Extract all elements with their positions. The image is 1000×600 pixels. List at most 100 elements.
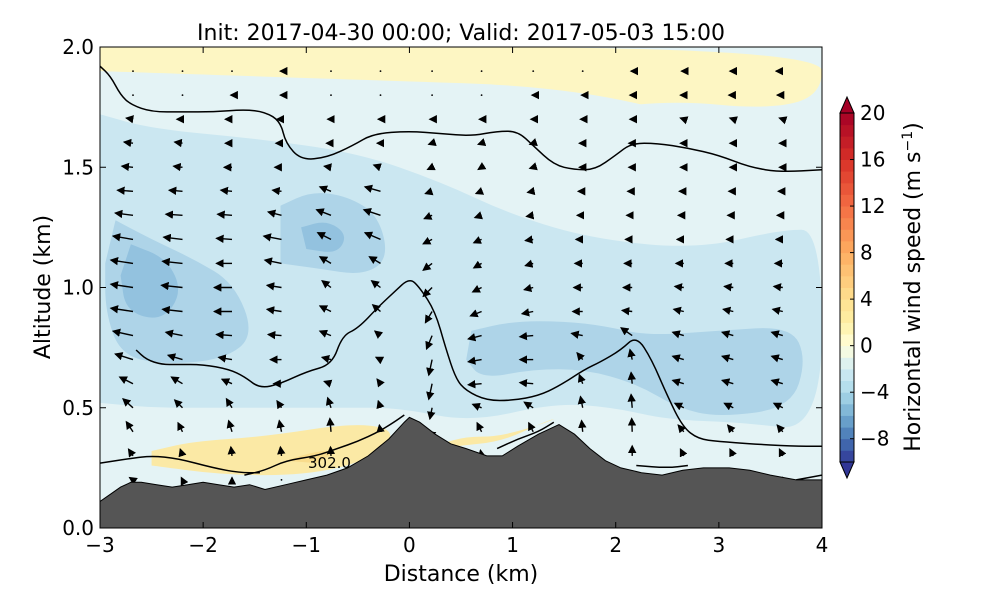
y-tick-label: 0.5 bbox=[62, 396, 94, 420]
wind-vector bbox=[323, 379, 333, 388]
colorbar-segment bbox=[840, 403, 854, 416]
wind-vector bbox=[672, 306, 684, 315]
wind-vector bbox=[469, 309, 482, 318]
wind-vector bbox=[373, 330, 384, 339]
wind-vector bbox=[467, 380, 482, 389]
x-tick-label: 3 bbox=[712, 533, 725, 557]
wind-vector bbox=[362, 208, 381, 216]
wind-vector bbox=[723, 283, 734, 292]
wind-vector bbox=[476, 421, 485, 433]
wind-vector bbox=[372, 163, 382, 172]
isentrope-line bbox=[100, 455, 260, 474]
wind-vector bbox=[474, 187, 485, 195]
wind-vector bbox=[728, 116, 738, 125]
wind-vector bbox=[523, 401, 534, 410]
wind-vector bbox=[122, 138, 134, 148]
wind-vector bbox=[315, 208, 332, 217]
wind-vector bbox=[330, 94, 332, 96]
isentrope-line bbox=[496, 421, 555, 450]
colorbar-tick-label: 20 bbox=[860, 101, 885, 125]
wind-vector bbox=[125, 115, 134, 124]
wind-vector bbox=[679, 448, 688, 458]
wind-vector bbox=[320, 355, 332, 364]
colorbar-label-exponent: −1 bbox=[900, 131, 916, 152]
wind-vector bbox=[262, 233, 282, 242]
wind-vector bbox=[277, 445, 286, 456]
isentrope-line bbox=[636, 464, 688, 469]
colorbar-segment bbox=[840, 392, 854, 405]
wind-vector bbox=[368, 256, 381, 265]
colorbar-segment bbox=[840, 310, 854, 323]
colorbar-segment bbox=[840, 415, 854, 428]
wind-vector bbox=[370, 280, 381, 289]
wind-vector bbox=[472, 260, 483, 269]
colorbar-segment bbox=[840, 136, 854, 149]
plot-area bbox=[100, 47, 822, 528]
wind-vector bbox=[778, 448, 787, 458]
wind-vector bbox=[164, 329, 183, 338]
wind-vector bbox=[722, 306, 734, 315]
wind-vector bbox=[477, 162, 487, 171]
wind-vector bbox=[263, 257, 282, 266]
colorbar-segment bbox=[840, 264, 854, 277]
wind-vector bbox=[127, 448, 136, 458]
wind-vector bbox=[729, 448, 737, 458]
wind-vector bbox=[122, 397, 134, 409]
wind-vector bbox=[114, 209, 134, 219]
isentrope-line bbox=[100, 65, 822, 173]
wind-vector bbox=[132, 70, 134, 72]
wind-vector bbox=[225, 397, 234, 409]
wind-vector bbox=[330, 70, 332, 72]
wind-vector bbox=[220, 378, 233, 386]
wind-vector bbox=[423, 211, 433, 220]
wind-vector bbox=[524, 235, 534, 244]
wind-vector bbox=[231, 70, 233, 72]
colorbar-tick-label: 8 bbox=[860, 241, 873, 265]
colorbar-segment bbox=[840, 357, 854, 370]
wind-vector bbox=[770, 354, 784, 363]
wind-vector bbox=[363, 231, 381, 241]
wind-vector bbox=[776, 424, 786, 434]
wind-vector bbox=[528, 421, 536, 433]
colorbar-tick-label: 0 bbox=[860, 334, 873, 358]
colorbar-segment bbox=[840, 345, 854, 358]
colorbar-segment bbox=[840, 252, 854, 265]
wind-vector bbox=[671, 330, 685, 339]
colorbar-segment bbox=[840, 380, 854, 393]
x-tick-label: 4 bbox=[816, 533, 829, 557]
wind-vector bbox=[620, 327, 633, 337]
colorbar-tick-label: 12 bbox=[860, 194, 885, 218]
wind-vector bbox=[425, 335, 434, 351]
terrain-profile bbox=[100, 416, 822, 528]
wind-vector bbox=[467, 356, 482, 365]
wind-vector bbox=[170, 376, 183, 385]
colorbar-segment bbox=[840, 287, 854, 300]
wind-vector bbox=[318, 329, 332, 338]
colorbar-segment bbox=[840, 322, 854, 335]
wind-vector bbox=[424, 311, 433, 324]
wind-vector bbox=[271, 186, 282, 196]
wind-vector bbox=[160, 281, 183, 291]
wind-vector bbox=[227, 445, 236, 456]
wind-speed-region bbox=[100, 47, 822, 115]
isentrope-line bbox=[135, 280, 822, 447]
wind-vector bbox=[671, 354, 685, 363]
wind-vector bbox=[109, 256, 134, 266]
wind-vector bbox=[109, 281, 134, 290]
wind-vector bbox=[523, 283, 534, 293]
y-axis: 0.0 0.5 1.0 1.5 2.0 bbox=[62, 35, 822, 540]
wind-vector bbox=[772, 283, 783, 292]
colorbar-tick-label: −4 bbox=[860, 380, 889, 404]
colorbar-segment bbox=[840, 147, 854, 160]
wind-vector bbox=[374, 356, 385, 365]
wind-vector bbox=[181, 94, 184, 96]
wind-vector bbox=[480, 70, 483, 72]
wind-vector bbox=[177, 421, 185, 433]
wind-vector bbox=[528, 162, 538, 171]
wind-vector bbox=[723, 402, 734, 411]
x-axis: −3 −2 −1 0 1 2 3 4 bbox=[85, 47, 828, 557]
wind-vector bbox=[431, 70, 433, 72]
colorbar-segment bbox=[840, 171, 854, 184]
wind-vector bbox=[578, 419, 587, 432]
wind-vector bbox=[172, 162, 183, 172]
